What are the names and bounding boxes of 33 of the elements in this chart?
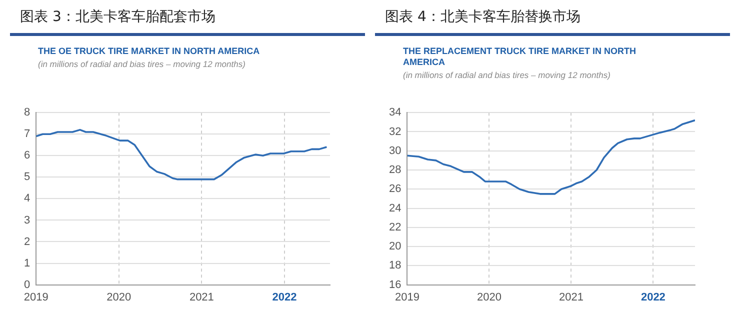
x-tick-label: 2019 (394, 291, 420, 304)
y-tick-label: 5 (24, 171, 30, 184)
y-tick-label: 2 (24, 236, 30, 248)
x-tick-label: 2020 (476, 291, 502, 304)
x-tick-label: 2019 (24, 291, 48, 304)
y-tick-label: 3 (24, 214, 30, 226)
y-tick-label: 24 (388, 202, 402, 214)
chart-subtitle: THE REPLACEMENT TRUCK TIRE MARKET IN NORTH AMERICA (403, 46, 637, 68)
x-tick-label: 2022 (640, 291, 666, 304)
chart-title: 图表 3：北美卡客车胎配套市场 (20, 8, 216, 26)
text: (in millions of radial and bias tires – moving 12 months) (38, 59, 246, 69)
y-tick-label: 4 (24, 192, 30, 205)
x-tick-label: 2022 (272, 291, 297, 304)
text: (in millions of radial and bias tires – moving 12 months) (403, 70, 612, 80)
y-tick-label: 7 (24, 128, 30, 140)
y-tick-label: 22 (388, 221, 402, 234)
y-tick-label: 34 (388, 106, 402, 119)
y-tick-label: 30 (388, 144, 402, 157)
x-tick-label: 2020 (106, 291, 132, 304)
y-tick-label: 6 (24, 150, 30, 162)
y-tick-label: 18 (388, 260, 402, 272)
y-tick-label: 1 (24, 257, 30, 270)
y-tick-label: 20 (388, 240, 402, 253)
y-tick-label: 8 (24, 106, 30, 119)
y-tick-label: 16 (388, 278, 402, 291)
chart-subtitle: THE OE TRUCK TIRE MARKET IN NORTH AMERICA (38, 46, 261, 57)
x-tick-label: 2021 (558, 291, 584, 304)
y-tick-label: 32 (388, 126, 402, 138)
y-tick-label: 26 (388, 183, 402, 196)
chart-title: 图表 4：北美卡客车胎替换市场 (385, 8, 582, 26)
x-tick-label: 2021 (189, 291, 214, 304)
y-tick-label: 28 (388, 164, 402, 176)
y-tick-label: 0 (24, 278, 30, 291)
